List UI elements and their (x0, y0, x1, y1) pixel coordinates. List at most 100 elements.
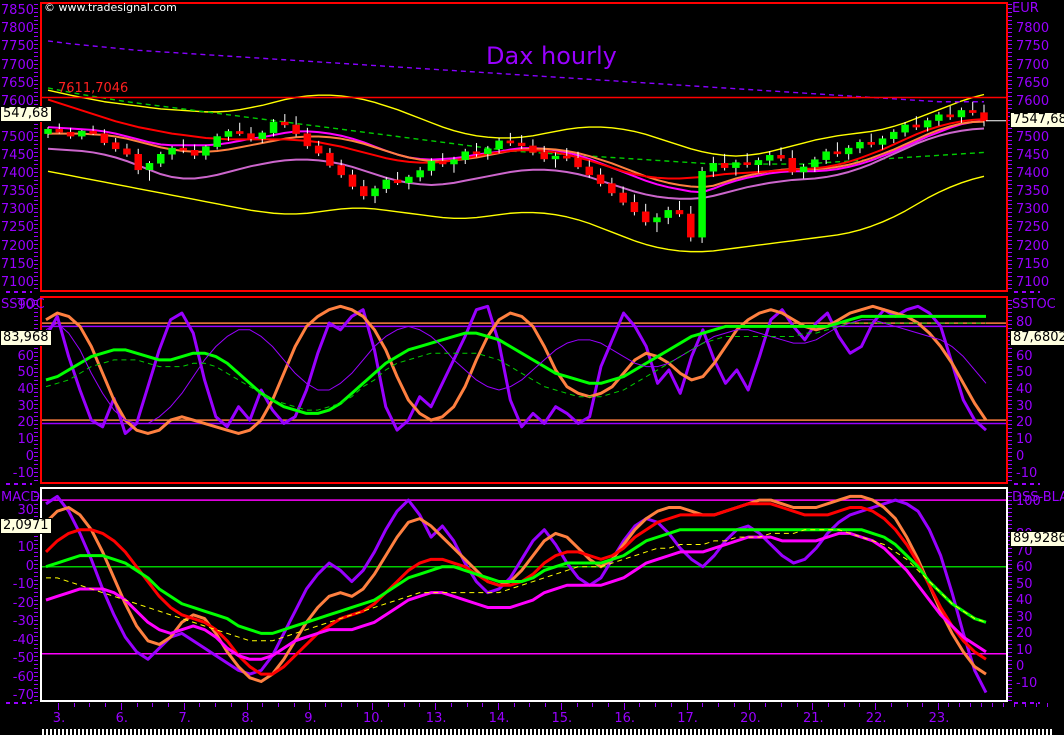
macd-right-tick-rail (1008, 596, 1012, 597)
sstoc-right-tick-rail (1008, 440, 1012, 441)
sstoc-y-label-right: 20 (1016, 415, 1033, 431)
sstoc-right-tick-rail (1008, 416, 1012, 417)
sstoc-right-tick-rail (1008, 424, 1012, 425)
macd-left-tick-rail (34, 620, 38, 621)
price-y-label-right: 7250 (1016, 220, 1050, 236)
macd-right-tick-rail (1008, 616, 1012, 617)
price-y-label-left: 7650 (0, 75, 34, 91)
price-left-tick-rail (34, 224, 38, 225)
macd-right-tick-rail (1008, 512, 1012, 513)
sstoc-right-tick-rail (1008, 372, 1012, 373)
x-axis-minor-tick (340, 703, 342, 707)
macd-right-tick-rail (1008, 600, 1012, 601)
price-y-label-right: 7650 (1016, 75, 1050, 91)
macd-left-tick-rail (34, 680, 38, 681)
price-left-tick-rail (34, 36, 38, 37)
sstoc-right-tick-rail (1008, 324, 1012, 325)
sstoc-right-tick-rail (1008, 356, 1012, 357)
price-right-tick-rail (1008, 244, 1012, 245)
macd-left-tick-rail (34, 496, 38, 497)
macd-right-tick-rail (1008, 656, 1012, 657)
price-right-tick-rail (1008, 208, 1012, 209)
macd-right-tick-rail (1008, 608, 1012, 609)
x-axis-minor-tick (89, 703, 91, 707)
x-axis-minor-tick (1047, 703, 1048, 707)
sstoc-right-tick-rail (1008, 364, 1012, 365)
axis-dash-remnant (6, 483, 32, 485)
price-y-label-left: 7450 (0, 148, 34, 164)
macd-right-tick-rail (1008, 696, 1012, 697)
sstoc-left-tick-rail (34, 376, 38, 377)
price-y-label-right: 7100 (1016, 274, 1050, 290)
sstoc-y-label-right: 30 (1016, 398, 1033, 414)
price-right-tick-rail (1008, 60, 1012, 61)
macd-right-tick-rail (1008, 668, 1012, 669)
price-left-tick-rail (34, 104, 38, 105)
sstoc-right-tick-rail (1008, 420, 1012, 421)
price-left-tick-rail (34, 172, 38, 173)
sstoc-right-tick-rail (1008, 412, 1012, 413)
x-axis-label: 14. (488, 711, 510, 726)
macd-right-tick-rail (1008, 692, 1012, 693)
price-left-tick-rail (34, 60, 38, 61)
macd-right-tick-rail (1008, 624, 1012, 625)
ma-magenta-fast (47, 120, 985, 194)
price-plot (42, 4, 1006, 290)
x-axis-minor-tick (230, 703, 232, 707)
x-axis-minor-tick (922, 703, 924, 707)
macd-current-value-right: 89,9286 (1010, 531, 1064, 547)
sstoc-right-tick-rail (1008, 376, 1012, 377)
price-right-tick-rail (1008, 252, 1012, 253)
macd-left-tick-rail (34, 696, 38, 697)
x-axis-minor-tick (403, 703, 405, 707)
price-right-tick-rail (1008, 92, 1012, 93)
price-right-tick-rail (1008, 280, 1012, 281)
price-right-tick-rail (1008, 52, 1012, 53)
price-y-label-left: 7700 (0, 57, 34, 73)
macd-left-tick-rail (34, 500, 38, 501)
x-axis-major-tick (686, 703, 688, 710)
macd-left-tick-rail (34, 632, 38, 633)
price-right-tick-rail (1008, 148, 1012, 149)
sstoc-axis-name-right: SSTOC (1012, 297, 1056, 312)
price-left-tick-rail (34, 100, 38, 101)
macd-right-tick-rail (1008, 516, 1012, 517)
price-y-label-right: 7600 (1016, 93, 1050, 109)
x-axis-major-tick (498, 703, 499, 710)
price-right-tick-rail (1008, 48, 1012, 49)
macd-left-tick-rail (34, 628, 38, 629)
price-left-tick-rail (34, 52, 38, 53)
price-right-tick-rail (1008, 156, 1012, 157)
price-y-label-right: 7700 (1016, 57, 1050, 73)
x-axis-major-tick (372, 703, 374, 710)
sstoc-right-tick-rail (1008, 316, 1012, 317)
macd-right-tick-rail (1008, 588, 1012, 589)
macd-left-tick-rail (34, 536, 38, 537)
price-right-tick-rail (1008, 164, 1012, 165)
price-left-tick-rail (34, 268, 38, 269)
price-right-tick-rail (1008, 56, 1012, 57)
sstoc-green-thick (45, 314, 986, 415)
sstoc-left-tick-rail (34, 304, 38, 305)
x-axis-hatch-strip (42, 729, 1052, 735)
x-axis-minor-tick (388, 703, 389, 707)
x-axis-minor-tick (992, 703, 993, 707)
x-axis-minor-tick (466, 703, 468, 707)
macd-right-tick-rail (1008, 500, 1012, 501)
price-left-tick-rail (34, 196, 38, 197)
macd-right-tick-rail (1008, 528, 1012, 529)
sstoc-left-tick-rail (34, 348, 38, 349)
price-right-tick-rail (1008, 168, 1012, 169)
sstoc-left-tick-rail (34, 452, 38, 453)
price-left-tick-rail (34, 132, 38, 133)
price-current-value-left: 547,68 (0, 106, 52, 122)
sstoc-right-tick-rail (1008, 300, 1012, 301)
price-right-tick-rail (1008, 72, 1012, 73)
sstoc-plot (42, 298, 1006, 482)
price-y-label-right: 7150 (1016, 256, 1050, 272)
x-axis-minor-tick (948, 703, 949, 707)
sstoc-purple-thick (44, 304, 987, 435)
price-right-tick-rail (1008, 104, 1012, 105)
price-right-tick-rail (1008, 268, 1012, 269)
x-axis-label: 6. (115, 711, 129, 726)
